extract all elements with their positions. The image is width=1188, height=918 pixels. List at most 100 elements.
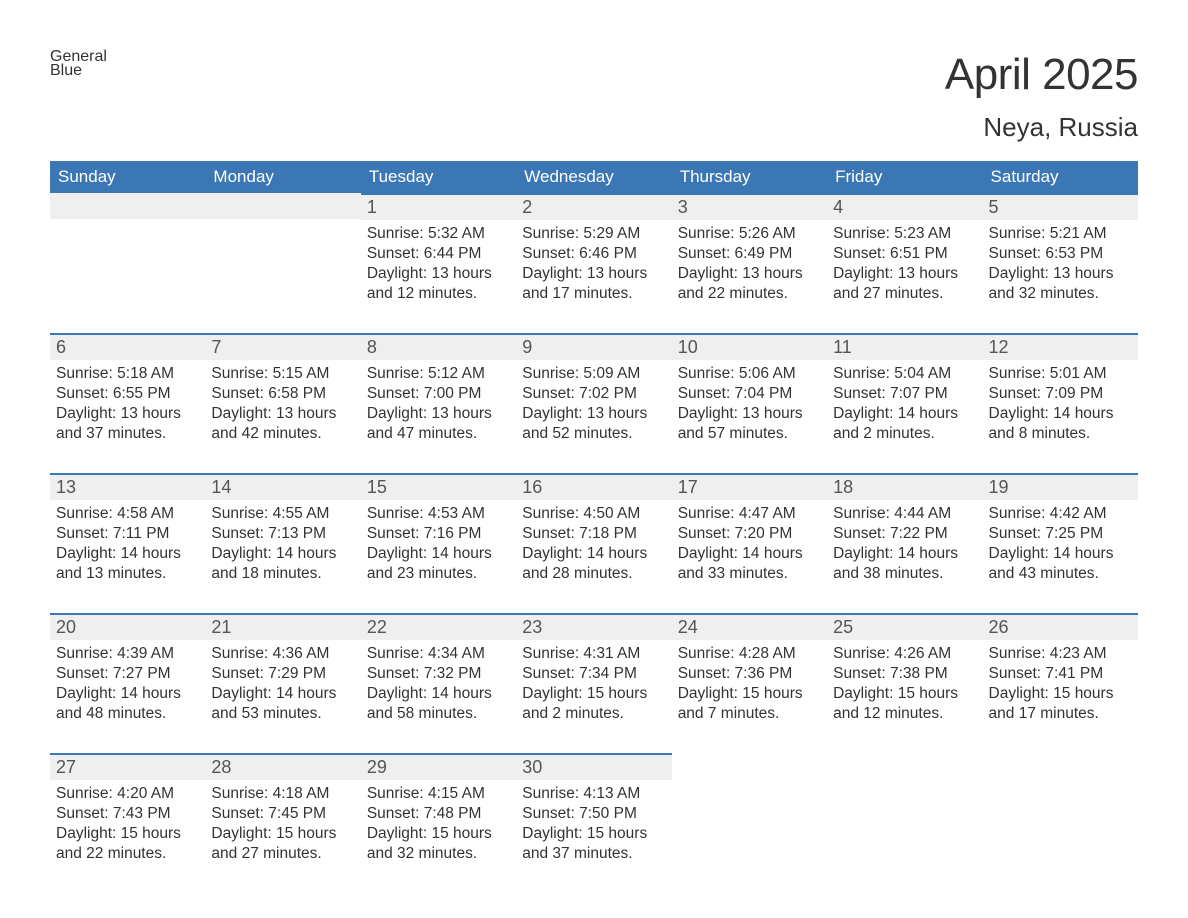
- daylight-line: Daylight: 15 hours and 17 minutes.: [989, 684, 1132, 724]
- sunset-line: Sunset: 7:38 PM: [833, 664, 976, 684]
- calendar-day-cell: 19Sunrise: 4:42 AMSunset: 7:25 PMDayligh…: [983, 473, 1138, 613]
- sunrise-line: Sunrise: 5:32 AM: [367, 224, 510, 244]
- day-number: 14: [205, 473, 360, 500]
- day-details: Sunrise: 4:15 AMSunset: 7:48 PMDaylight:…: [361, 780, 516, 871]
- daylight-line: Daylight: 13 hours and 57 minutes.: [678, 404, 821, 444]
- day-details: Sunrise: 4:39 AMSunset: 7:27 PMDaylight:…: [50, 640, 205, 731]
- sunset-line: Sunset: 7:32 PM: [367, 664, 510, 684]
- day-number: 23: [516, 613, 671, 640]
- sunrise-line: Sunrise: 5:01 AM: [989, 364, 1132, 384]
- sunrise-line: Sunrise: 4:58 AM: [56, 504, 199, 524]
- brand-part2: Blue: [50, 64, 107, 78]
- calendar-day-cell: 22Sunrise: 4:34 AMSunset: 7:32 PMDayligh…: [361, 613, 516, 753]
- calendar-day-cell: 27Sunrise: 4:20 AMSunset: 7:43 PMDayligh…: [50, 753, 205, 893]
- weekday-header: Sunday: [50, 161, 205, 193]
- sunset-line: Sunset: 7:09 PM: [989, 384, 1132, 404]
- calendar-day-cell: [983, 753, 1138, 893]
- calendar-day-cell: 26Sunrise: 4:23 AMSunset: 7:41 PMDayligh…: [983, 613, 1138, 753]
- sunrise-line: Sunrise: 4:28 AM: [678, 644, 821, 664]
- sunset-line: Sunset: 7:29 PM: [211, 664, 354, 684]
- sunset-line: Sunset: 7:04 PM: [678, 384, 821, 404]
- header: General Blue April 2025 Neya, Russia: [50, 50, 1138, 143]
- day-number: 20: [50, 613, 205, 640]
- daylight-line: Daylight: 15 hours and 32 minutes.: [367, 824, 510, 864]
- daylight-line: Daylight: 14 hours and 38 minutes.: [833, 544, 976, 584]
- daylight-line: Daylight: 14 hours and 8 minutes.: [989, 404, 1132, 444]
- sunrise-line: Sunrise: 4:18 AM: [211, 784, 354, 804]
- sunset-line: Sunset: 7:02 PM: [522, 384, 665, 404]
- day-details: Sunrise: 5:18 AMSunset: 6:55 PMDaylight:…: [50, 360, 205, 451]
- sunset-line: Sunset: 6:51 PM: [833, 244, 976, 264]
- calendar-day-cell: 1Sunrise: 5:32 AMSunset: 6:44 PMDaylight…: [361, 193, 516, 333]
- sunrise-line: Sunrise: 4:13 AM: [522, 784, 665, 804]
- sunrise-line: Sunrise: 4:44 AM: [833, 504, 976, 524]
- calendar-day-cell: 24Sunrise: 4:28 AMSunset: 7:36 PMDayligh…: [672, 613, 827, 753]
- day-number: 28: [205, 753, 360, 780]
- day-details: Sunrise: 4:28 AMSunset: 7:36 PMDaylight:…: [672, 640, 827, 731]
- calendar-day-cell: 25Sunrise: 4:26 AMSunset: 7:38 PMDayligh…: [827, 613, 982, 753]
- daylight-line: Daylight: 13 hours and 52 minutes.: [522, 404, 665, 444]
- daylight-line: Daylight: 14 hours and 53 minutes.: [211, 684, 354, 724]
- calendar-day-cell: 17Sunrise: 4:47 AMSunset: 7:20 PMDayligh…: [672, 473, 827, 613]
- sunrise-line: Sunrise: 4:39 AM: [56, 644, 199, 664]
- daylight-line: Daylight: 15 hours and 2 minutes.: [522, 684, 665, 724]
- daylight-line: Daylight: 14 hours and 28 minutes.: [522, 544, 665, 584]
- weekday-header: Thursday: [672, 161, 827, 193]
- sunset-line: Sunset: 6:49 PM: [678, 244, 821, 264]
- day-number: 2: [516, 193, 671, 220]
- daylight-line: Daylight: 15 hours and 12 minutes.: [833, 684, 976, 724]
- sunrise-line: Sunrise: 4:20 AM: [56, 784, 199, 804]
- sunset-line: Sunset: 7:07 PM: [833, 384, 976, 404]
- day-details: Sunrise: 5:12 AMSunset: 7:00 PMDaylight:…: [361, 360, 516, 451]
- day-details: Sunrise: 4:18 AMSunset: 7:45 PMDaylight:…: [205, 780, 360, 871]
- calendar-day-cell: 7Sunrise: 5:15 AMSunset: 6:58 PMDaylight…: [205, 333, 360, 473]
- day-details: Sunrise: 4:44 AMSunset: 7:22 PMDaylight:…: [827, 500, 982, 591]
- sunrise-line: Sunrise: 5:21 AM: [989, 224, 1132, 244]
- sunset-line: Sunset: 7:13 PM: [211, 524, 354, 544]
- sunrise-line: Sunrise: 4:15 AM: [367, 784, 510, 804]
- sunset-line: Sunset: 7:25 PM: [989, 524, 1132, 544]
- sunset-line: Sunset: 6:53 PM: [989, 244, 1132, 264]
- sunrise-line: Sunrise: 5:04 AM: [833, 364, 976, 384]
- daylight-line: Daylight: 13 hours and 22 minutes.: [678, 264, 821, 304]
- calendar-week-row: 27Sunrise: 4:20 AMSunset: 7:43 PMDayligh…: [50, 753, 1138, 893]
- day-details: Sunrise: 5:32 AMSunset: 6:44 PMDaylight:…: [361, 220, 516, 311]
- day-details: Sunrise: 5:23 AMSunset: 6:51 PMDaylight:…: [827, 220, 982, 311]
- weekday-header: Friday: [827, 161, 982, 193]
- sunset-line: Sunset: 7:18 PM: [522, 524, 665, 544]
- weekday-header: Saturday: [983, 161, 1138, 193]
- day-details: Sunrise: 5:06 AMSunset: 7:04 PMDaylight:…: [672, 360, 827, 451]
- day-details: Sunrise: 4:55 AMSunset: 7:13 PMDaylight:…: [205, 500, 360, 591]
- sunset-line: Sunset: 7:16 PM: [367, 524, 510, 544]
- location-subtitle: Neya, Russia: [945, 112, 1138, 143]
- sunrise-line: Sunrise: 4:50 AM: [522, 504, 665, 524]
- daylight-line: Daylight: 13 hours and 17 minutes.: [522, 264, 665, 304]
- day-number: 29: [361, 753, 516, 780]
- sunset-line: Sunset: 7:11 PM: [56, 524, 199, 544]
- day-number: 9: [516, 333, 671, 360]
- calendar-day-cell: 13Sunrise: 4:58 AMSunset: 7:11 PMDayligh…: [50, 473, 205, 613]
- day-details: Sunrise: 4:50 AMSunset: 7:18 PMDaylight:…: [516, 500, 671, 591]
- calendar-day-cell: 2Sunrise: 5:29 AMSunset: 6:46 PMDaylight…: [516, 193, 671, 333]
- day-details: Sunrise: 4:58 AMSunset: 7:11 PMDaylight:…: [50, 500, 205, 591]
- day-details: Sunrise: 4:53 AMSunset: 7:16 PMDaylight:…: [361, 500, 516, 591]
- daylight-line: Daylight: 15 hours and 37 minutes.: [522, 824, 665, 864]
- daylight-line: Daylight: 14 hours and 58 minutes.: [367, 684, 510, 724]
- day-number: 27: [50, 753, 205, 780]
- daylight-line: Daylight: 13 hours and 32 minutes.: [989, 264, 1132, 304]
- day-details: Sunrise: 5:15 AMSunset: 6:58 PMDaylight:…: [205, 360, 360, 451]
- daylight-line: Daylight: 13 hours and 47 minutes.: [367, 404, 510, 444]
- daylight-line: Daylight: 15 hours and 7 minutes.: [678, 684, 821, 724]
- sunset-line: Sunset: 7:20 PM: [678, 524, 821, 544]
- daylight-line: Daylight: 14 hours and 23 minutes.: [367, 544, 510, 584]
- calendar-day-cell: [827, 753, 982, 893]
- daylight-line: Daylight: 15 hours and 27 minutes.: [211, 824, 354, 864]
- day-number: 16: [516, 473, 671, 500]
- daylight-line: Daylight: 13 hours and 37 minutes.: [56, 404, 199, 444]
- day-details: Sunrise: 4:26 AMSunset: 7:38 PMDaylight:…: [827, 640, 982, 731]
- calendar-week-row: 13Sunrise: 4:58 AMSunset: 7:11 PMDayligh…: [50, 473, 1138, 613]
- sunset-line: Sunset: 6:58 PM: [211, 384, 354, 404]
- calendar-day-cell: 30Sunrise: 4:13 AMSunset: 7:50 PMDayligh…: [516, 753, 671, 893]
- calendar-day-cell: 10Sunrise: 5:06 AMSunset: 7:04 PMDayligh…: [672, 333, 827, 473]
- day-number: 19: [983, 473, 1138, 500]
